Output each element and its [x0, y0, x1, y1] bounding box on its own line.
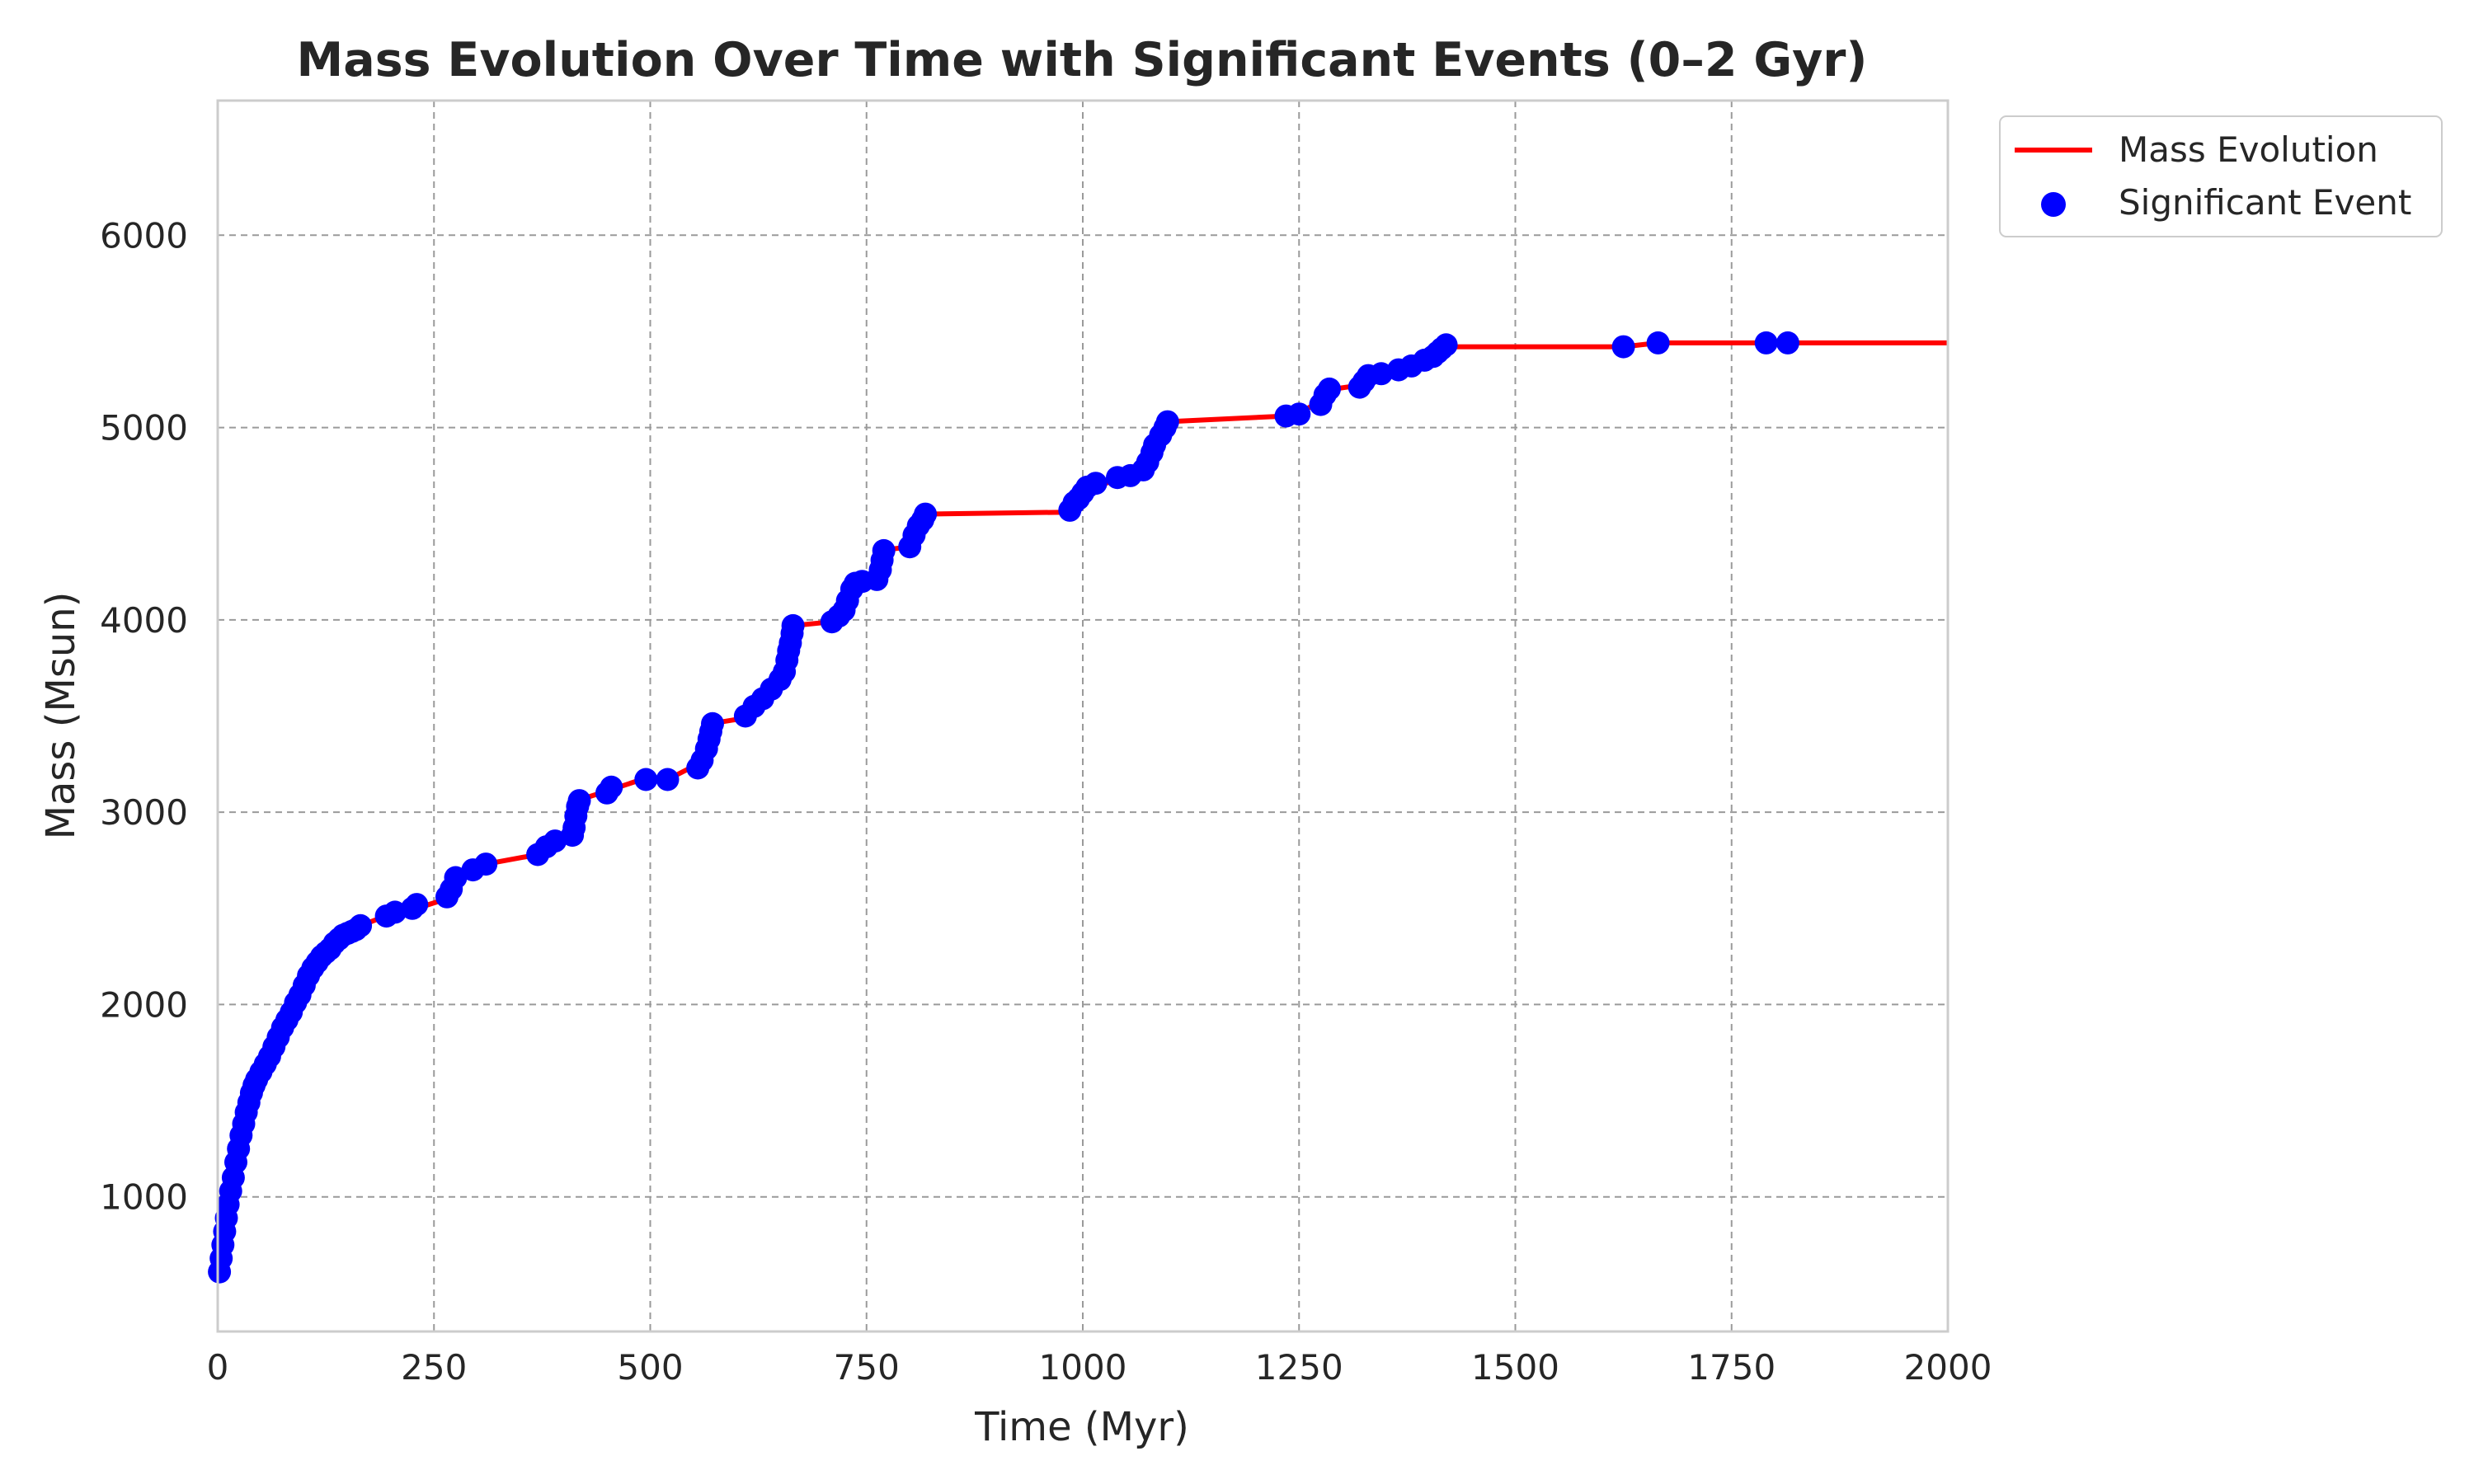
axes-frame: [216, 99, 1950, 1333]
significant-event-point: [656, 768, 680, 791]
significant-event-point: [383, 900, 407, 924]
y-tick-labels: 1000 2000 3000 4000 5000 6000: [100, 215, 188, 1217]
significant-event-point: [872, 538, 896, 562]
significant-event-point: [349, 913, 373, 937]
legend-box: [1999, 115, 2443, 237]
significant-event-point: [781, 613, 805, 637]
x-tick-label: 250: [401, 1347, 467, 1388]
significant-event-point: [1369, 362, 1393, 386]
x-axis-label: Time (Myr): [974, 1404, 1189, 1450]
y-axis-label: Mass (Msun): [38, 592, 84, 840]
y-tick-label: 1000: [100, 1177, 188, 1218]
legend-marker-swatch: [2041, 192, 2066, 217]
y-tick-label: 3000: [100, 792, 188, 833]
y-tick-label: 6000: [100, 215, 188, 256]
significant-event-point: [1155, 410, 1179, 434]
significant-event-point: [405, 893, 429, 917]
significant-event-point: [914, 502, 938, 526]
chart-title: Mass Evolution Over Time with Significan…: [297, 33, 1868, 87]
x-tick-label: 2000: [1904, 1347, 1992, 1388]
x-tick-labels: 0 250 500 750 1000 1250 1500 1750 2000: [207, 1347, 1992, 1388]
x-tick-label: 0: [207, 1347, 229, 1388]
significant-event-point: [634, 768, 658, 791]
y-tick-label: 2000: [100, 984, 188, 1025]
x-tick-label: 750: [834, 1347, 900, 1388]
significant-event-point: [1646, 331, 1670, 355]
grid-lines: [218, 101, 1948, 1331]
y-tick-label: 5000: [100, 408, 188, 448]
x-tick-label: 1500: [1471, 1347, 1559, 1388]
significant-event-point: [474, 852, 498, 876]
significant-event-point: [567, 789, 591, 813]
significant-event-point: [1084, 472, 1108, 495]
x-tick-label: 1250: [1255, 1347, 1343, 1388]
significant-event-point: [1611, 335, 1635, 359]
significant-event-point: [1318, 377, 1341, 401]
y-tick-label: 4000: [100, 600, 188, 641]
legend-label-mass-evolution: Mass Evolution: [2119, 129, 2378, 170]
significant-event-point: [1434, 333, 1458, 357]
significant-event-point: [701, 711, 724, 735]
x-tick-label: 1750: [1687, 1347, 1776, 1388]
significant-event-point: [1776, 331, 1799, 355]
significant-event-point: [600, 775, 623, 799]
x-tick-label: 500: [617, 1347, 683, 1388]
significant-event-point: [1287, 402, 1311, 426]
legend: Mass Evolution Significant Event: [1999, 115, 2443, 237]
legend-label-significant-event: Significant Event: [2119, 182, 2411, 223]
x-tick-label: 1000: [1039, 1347, 1127, 1388]
significant-event-point: [444, 866, 468, 890]
significant-event-point: [1754, 331, 1778, 355]
